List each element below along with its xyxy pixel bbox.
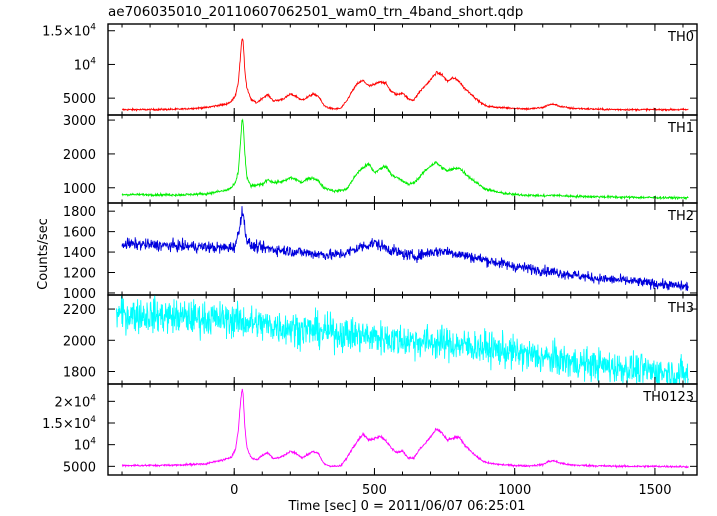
x-tick-label: 1500 xyxy=(638,483,671,498)
panel-th0123: 5000 104 1.5×104 2×104 TH0123 xyxy=(42,383,698,476)
y-tick-label: 5000 xyxy=(63,460,96,475)
y-tick-label: 2×104 xyxy=(55,393,97,410)
series-line-th0 xyxy=(121,38,689,113)
panel-th2: 1000 1200 1400 1600 1800 TH2 xyxy=(63,202,698,302)
series-label-th3: TH3 xyxy=(667,301,694,316)
y-axis-label: Counts/sec xyxy=(36,218,51,290)
panel-frame xyxy=(107,383,698,476)
y-tick-label: 1800 xyxy=(63,366,96,381)
y-tick-label: 104 xyxy=(74,56,97,73)
y-tick-label: 1600 xyxy=(63,226,96,241)
y-tick-label: 2000 xyxy=(63,148,96,163)
y-tick-label: 1800 xyxy=(63,205,96,220)
y-tick-label: 1000 xyxy=(63,182,96,197)
series-label-th0: TH0 xyxy=(667,30,694,45)
y-tick-label: 1.5×104 xyxy=(42,23,96,40)
x-tick-label: 500 xyxy=(362,483,387,498)
panel-th1: 1000 2000 3000 TH1 xyxy=(63,114,698,204)
series-line-th1 xyxy=(121,118,689,201)
chart-title: ae706035010_20110607062501_wam0_trn_4ban… xyxy=(108,4,523,20)
y-tick-label: 1200 xyxy=(63,267,96,282)
series-line-th0123 xyxy=(121,388,689,469)
y-tick-label: 1000 xyxy=(63,287,96,302)
series-label-th1: TH1 xyxy=(667,121,694,136)
x-axis-label: Time [sec] 0 = 2011/06/07 06:25:01 xyxy=(287,499,525,514)
panel-frame xyxy=(107,23,698,116)
y-tick-label: 3000 xyxy=(63,114,96,129)
panel-frame xyxy=(107,114,698,204)
panel-th0: 5000 104 1.5×104 TH0 xyxy=(42,23,698,116)
y-tick-label: 104 xyxy=(74,437,97,454)
y-tick-label: 2200 xyxy=(63,303,96,318)
y-tick-label: 5000 xyxy=(63,92,96,107)
series-label-th2: TH2 xyxy=(667,209,694,224)
y-tick-label: 1400 xyxy=(63,246,96,261)
panel-th3: 1800 2000 2200 TH3 xyxy=(63,294,698,385)
y-tick-label: 1.5×104 xyxy=(42,415,96,432)
x-tick-label: 1000 xyxy=(498,483,531,498)
series-line-th3 xyxy=(115,295,689,384)
series-label-th0123: TH0123 xyxy=(642,390,694,405)
y-tick-label: 2000 xyxy=(63,334,96,349)
series-line-th2 xyxy=(121,206,689,291)
x-tick-label: 0 xyxy=(230,483,238,498)
